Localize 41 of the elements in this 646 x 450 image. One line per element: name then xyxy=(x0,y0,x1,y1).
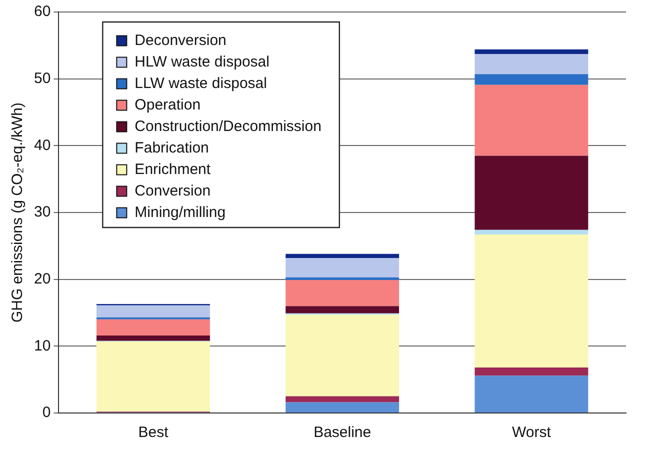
bar xyxy=(96,319,210,336)
bar xyxy=(474,230,588,235)
bar xyxy=(96,305,210,318)
legend-label: LLW waste disposal xyxy=(134,74,267,92)
bar xyxy=(286,277,400,280)
y-tick-label: 60 xyxy=(34,3,51,20)
legend-label: Enrichment xyxy=(134,160,212,178)
bar xyxy=(474,234,588,368)
bar xyxy=(96,335,210,341)
y-tick-label: 10 xyxy=(34,337,51,354)
bar xyxy=(474,156,588,230)
bar xyxy=(474,54,588,74)
bar xyxy=(474,368,588,376)
bar xyxy=(96,341,210,412)
bar xyxy=(286,396,400,402)
bar xyxy=(286,306,400,314)
legend-label: Construction/Decommission xyxy=(134,118,322,135)
x-tick-label: Worst xyxy=(512,424,552,442)
y-tick-label: 20 xyxy=(34,270,51,288)
y-tick-label: 0 xyxy=(42,404,51,422)
y-tick-label: 30 xyxy=(34,204,51,221)
bar xyxy=(286,258,400,278)
y-tick-label: 50 xyxy=(34,70,51,87)
bar xyxy=(286,254,400,258)
bar xyxy=(474,74,588,85)
legend-label: Operation xyxy=(134,96,201,114)
y-tick-label: 40 xyxy=(34,136,51,154)
legend-label: Deconversion xyxy=(134,32,226,49)
y-axis-title: GHG emissions (g CO₂-eq./kWh) xyxy=(9,102,26,323)
x-tick-label: Baseline xyxy=(314,424,372,442)
bar xyxy=(474,84,588,156)
legend-label: Mining/milling xyxy=(134,204,226,221)
legend-label: Fabrication xyxy=(134,139,209,156)
bar xyxy=(286,280,400,306)
bar xyxy=(286,402,400,412)
legend-label: HLW waste disposal xyxy=(134,53,270,70)
bar xyxy=(474,49,588,54)
bar xyxy=(474,376,588,412)
x-tick-label: Best xyxy=(138,424,170,442)
bar xyxy=(286,314,400,396)
legend-label: Conversion xyxy=(134,182,211,200)
